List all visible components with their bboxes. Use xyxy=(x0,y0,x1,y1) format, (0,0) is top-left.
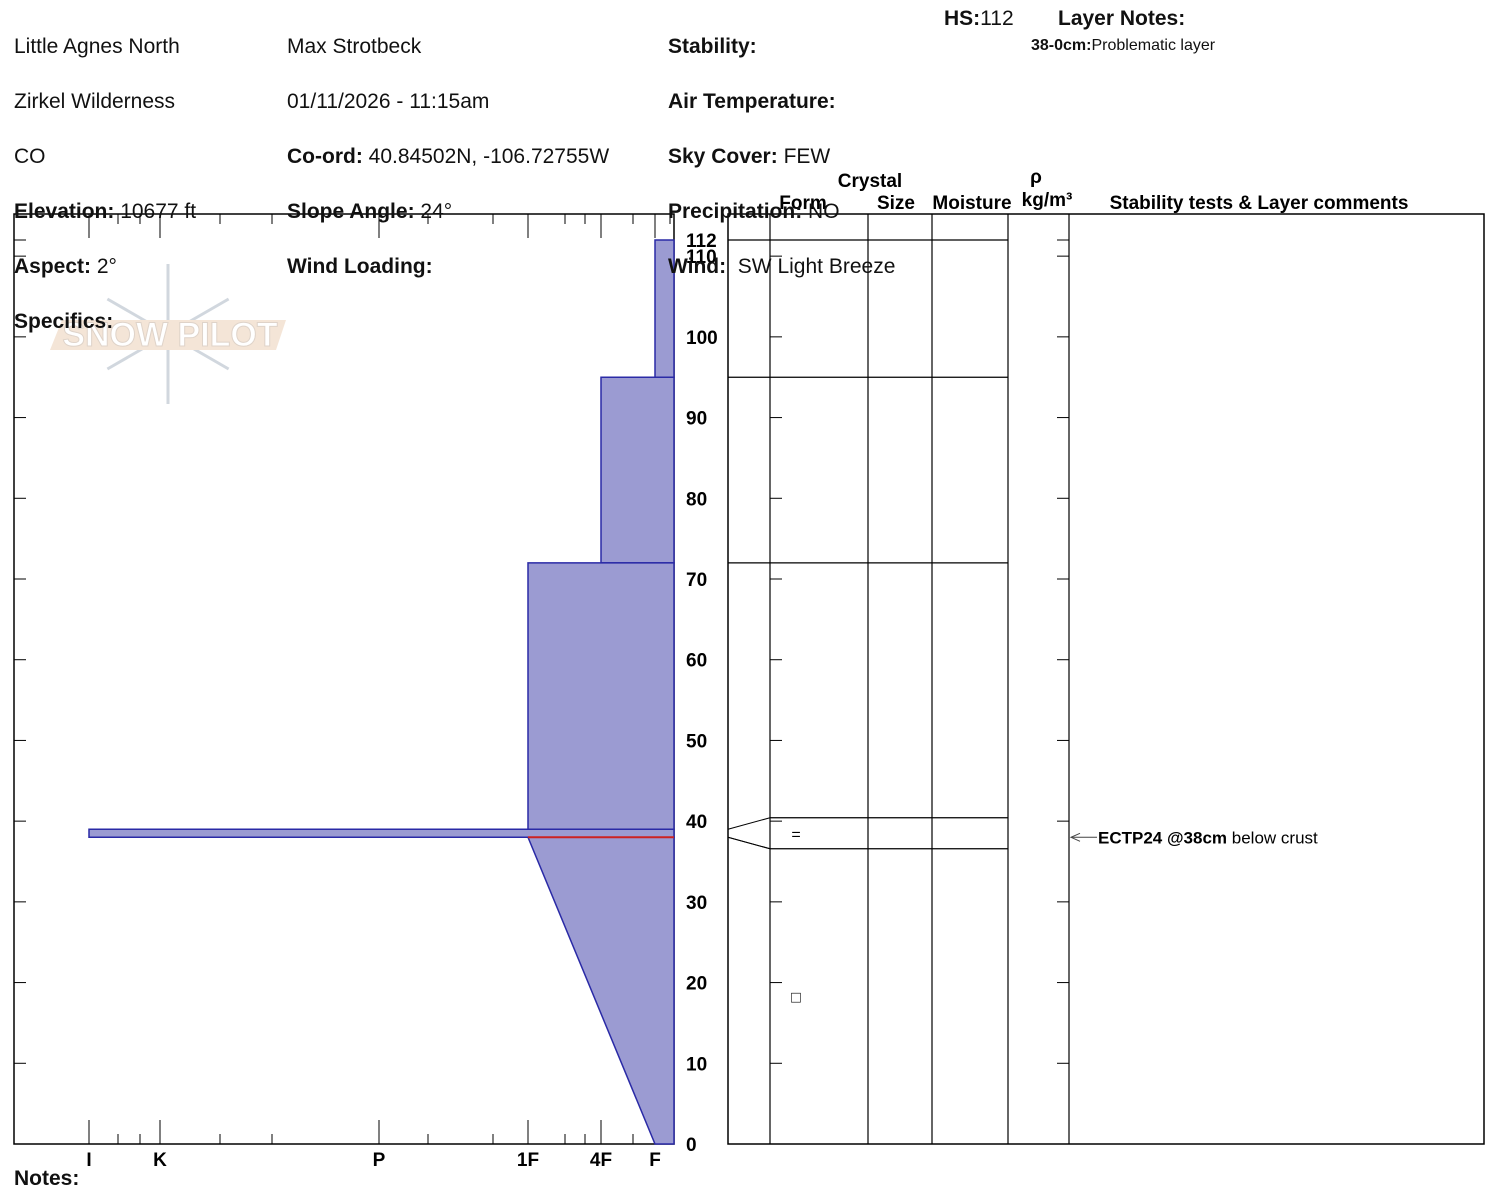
field: Aspect: 2° xyxy=(14,253,196,281)
table-header: Stability tests & Layer comments xyxy=(1110,193,1409,214)
hardness-label: I xyxy=(86,1150,91,1171)
y-tick-label: 112 xyxy=(686,231,717,252)
y-tick-label: 90 xyxy=(686,409,707,430)
logo-flake xyxy=(106,297,169,336)
header-col1: Little Agnes North Zirkel Wilderness CO … xyxy=(14,5,196,363)
hardness-label: 4F xyxy=(590,1150,612,1171)
logo-band xyxy=(50,320,286,350)
field-value: FEW xyxy=(783,144,831,168)
layer-note: 38-0cm:Problematic layer xyxy=(1031,35,1215,57)
field-label: Specifics: xyxy=(14,309,114,333)
y-tick-label: 110 xyxy=(686,247,717,268)
field: Sky Cover: FEW xyxy=(668,143,895,171)
field: Slope Angle: 24° xyxy=(287,198,609,226)
field-value: SW Light Breeze xyxy=(737,254,896,278)
field: Stability: xyxy=(668,33,895,61)
hardness-label: P xyxy=(373,1150,386,1171)
hardness-label: 1F xyxy=(517,1150,539,1171)
table-header: Form xyxy=(779,193,827,214)
field-label: Layer Notes: xyxy=(1058,7,1186,30)
area: Zirkel Wilderness xyxy=(14,89,176,113)
field-value: 2° xyxy=(96,254,117,278)
field-label: Sky Cover: xyxy=(668,144,778,168)
header-col2: Max Strotbeck 01/11/2026 - 11:15am Co-or… xyxy=(287,5,609,308)
layer-connector xyxy=(727,836,771,850)
observer: Max Strotbeck xyxy=(287,34,422,58)
hardness-layer xyxy=(527,562,675,830)
y-tick-label: 40 xyxy=(686,812,707,833)
field-label: Elevation: xyxy=(14,199,115,223)
field-label: Stability: xyxy=(668,34,757,58)
y-tick-label: 80 xyxy=(686,489,707,510)
table-header: Moisture xyxy=(932,193,1011,214)
field-label: Wind Loading: xyxy=(287,254,433,278)
test-label: ECTP24 @38cm xyxy=(1098,828,1227,847)
logo: SNOW PILOT xyxy=(50,264,286,404)
state: CO xyxy=(14,144,46,168)
y-tick-label: 60 xyxy=(686,651,707,672)
layer-table-frame xyxy=(727,213,1485,1145)
notes-label: Notes: xyxy=(14,1167,80,1190)
hardness-label: K xyxy=(153,1150,167,1171)
field-value: NO xyxy=(808,199,840,223)
y-tick-label: 70 xyxy=(686,570,707,591)
test-arrowhead xyxy=(1069,832,1081,842)
location: Little Agnes North xyxy=(14,34,180,58)
table-header: Crystal xyxy=(838,171,902,192)
note-label: 38-0cm: xyxy=(1031,37,1092,54)
field: Specifics: xyxy=(14,308,196,336)
field-label: Air Temperature: xyxy=(668,89,836,113)
y-tick-label: 0 xyxy=(686,1135,697,1156)
test-comment: below crust xyxy=(1232,828,1318,847)
field: Wind Loading: xyxy=(287,253,609,281)
hs: HS:112 xyxy=(944,5,1014,33)
date: 01/11/2026 - 11:15am xyxy=(287,89,490,113)
y-tick-label: 20 xyxy=(686,974,707,995)
field: Wind: SW Light Breeze xyxy=(668,253,895,281)
field-label: Co-ord: xyxy=(287,144,363,168)
field-label: Slope Angle: xyxy=(287,199,415,223)
y-tick-label: 50 xyxy=(686,731,707,752)
field-value: 10677 ft xyxy=(120,199,197,223)
field-label: Aspect: xyxy=(14,254,92,278)
field: Precipitation: NO xyxy=(668,198,895,226)
field-value: 24° xyxy=(420,199,453,223)
table-header: ρ xyxy=(1030,167,1042,188)
logo-text: SNOW PILOT xyxy=(62,316,278,354)
field: Elevation: 10677 ft xyxy=(14,198,196,226)
logo-flake xyxy=(167,332,230,371)
test-text: ECTP24 @38cm below crust xyxy=(1098,828,1318,847)
field: Air Temperature: xyxy=(668,88,895,116)
logo-flake xyxy=(167,297,230,336)
field-value: 40.84502N, -106.72755W xyxy=(368,144,610,168)
table-header: kg/m³ xyxy=(1022,190,1073,211)
hardness-label: F xyxy=(649,1150,661,1171)
y-tick-label: 100 xyxy=(686,328,718,349)
layer-notes-title: Layer Notes: xyxy=(1058,5,1185,33)
table-header: Size xyxy=(877,193,915,214)
hardness-layer xyxy=(88,828,675,839)
field-label: Precipitation: xyxy=(668,199,803,223)
header-col3: Stability: Air Temperature: Sky Cover: F… xyxy=(668,5,895,308)
field-label: Wind: xyxy=(668,254,727,278)
crystal-form: □ xyxy=(791,989,801,1006)
layer-connector xyxy=(727,817,771,830)
notes: Notes: xyxy=(14,1165,79,1193)
crystal-form: = xyxy=(791,826,800,843)
note-text: Problematic layer xyxy=(1091,37,1216,54)
hardness-layer xyxy=(526,836,675,1145)
field-value: 112 xyxy=(980,7,1014,30)
field-label: HS: xyxy=(944,7,981,30)
field: Co-ord: 40.84502N, -106.72755W xyxy=(287,143,609,171)
y-tick-label: 10 xyxy=(686,1054,707,1075)
hardness-layer xyxy=(600,376,675,564)
y-tick-label: 30 xyxy=(686,893,707,914)
logo-flake xyxy=(106,332,169,371)
